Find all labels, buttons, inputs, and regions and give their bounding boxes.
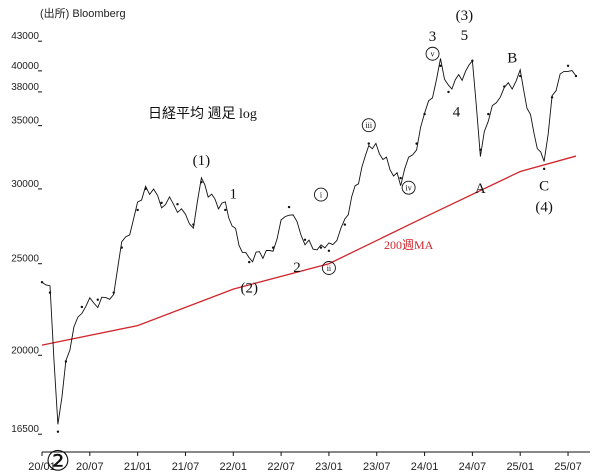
x-tick-label: 21/07 <box>172 461 200 473</box>
ma-200-line <box>41 155 577 346</box>
price-point <box>542 167 546 171</box>
price-point <box>144 187 147 191</box>
y-tick-label: 16500 <box>11 424 39 435</box>
wave-label: 5 <box>461 28 469 44</box>
wave-label: 3 <box>429 29 437 45</box>
x-tick-label: 20/07 <box>76 461 104 473</box>
price-point <box>176 203 179 206</box>
x-axis-ticks: 20/01 20/07 21/01 21/07 22/01 22/07 23/01 23/07… <box>28 452 582 473</box>
wave-label: B <box>507 51 517 67</box>
x-tick-label: 25/01 <box>506 461 534 473</box>
chart-title: 日経平均 週足 log <box>148 106 257 122</box>
x-tick-label: 24/01 <box>411 461 439 473</box>
x-tick-label: 24/07 <box>459 461 487 473</box>
x-tick-label: 20/01 <box>28 461 56 473</box>
x-tick-label: 23/07 <box>363 461 391 473</box>
wave-label: iii <box>365 121 372 130</box>
price-point <box>471 59 474 62</box>
wave-label: (3) <box>456 8 474 24</box>
price-point <box>56 430 60 433</box>
price-point <box>80 305 84 309</box>
wave-label: (1) <box>193 153 211 169</box>
wave-label: v <box>431 50 435 59</box>
price-point <box>96 298 99 301</box>
x-tick-label: 23/01 <box>315 461 343 473</box>
wave-label: (2) <box>240 281 258 297</box>
wave-circle <box>321 261 336 275</box>
wave-label: ② <box>45 447 70 476</box>
price-point <box>487 112 490 116</box>
x-tick-label: 22/07 <box>267 461 295 473</box>
price-point <box>343 223 347 226</box>
price-point <box>200 180 203 184</box>
price-point <box>479 148 482 151</box>
x-tick-label: 22/01 <box>220 461 248 473</box>
x-tick-label: 21/01 <box>124 461 152 473</box>
price-point <box>136 208 139 212</box>
price-point <box>160 201 163 205</box>
price-point <box>120 246 123 249</box>
price-line <box>41 58 577 425</box>
price-point <box>192 223 195 226</box>
price-point <box>224 208 227 212</box>
y-tick-label: 43000 <box>11 31 39 42</box>
wave-circle <box>401 180 416 195</box>
wave-label: C <box>539 178 549 194</box>
wave-label: A <box>475 181 486 197</box>
price-point <box>287 205 291 209</box>
y-axis-ticks: 16500 20000 25000 30000 35000 38000 40000 43000 <box>11 31 42 435</box>
price-point <box>566 64 570 67</box>
price-point <box>423 112 426 116</box>
price-point <box>319 246 323 249</box>
y-tick-label: 40000 <box>11 61 39 72</box>
price-point <box>271 246 275 249</box>
wave-label: i <box>320 191 323 200</box>
y-tick-label: 20000 <box>11 345 39 356</box>
wave-label: 4 <box>453 104 461 120</box>
price-point <box>447 90 450 94</box>
price-point <box>303 238 307 242</box>
price-point <box>248 260 251 264</box>
price-point <box>64 360 68 363</box>
y-tick-label: 30000 <box>11 179 39 190</box>
y-tick-label: 38000 <box>11 82 39 93</box>
ma-series-label: 200週MA <box>384 238 434 252</box>
wave-label: iv <box>406 184 412 193</box>
wave-circle <box>361 118 376 133</box>
price-point <box>327 249 331 252</box>
wave-circle <box>314 187 328 202</box>
price-point <box>48 291 52 294</box>
price-point <box>519 74 522 78</box>
wave-circle <box>425 46 440 61</box>
price-point <box>439 64 442 67</box>
wave-label: 1 <box>230 187 238 203</box>
price-point <box>399 176 402 180</box>
price-point <box>40 280 44 284</box>
plot-area: 200週MA <box>40 58 578 433</box>
price-point <box>574 74 578 78</box>
price-point <box>415 142 418 145</box>
price-point <box>503 85 506 88</box>
wave-label: ii <box>327 264 332 273</box>
y-tick-label: 25000 <box>11 254 39 265</box>
y-tick-label: 35000 <box>11 116 39 127</box>
price-point <box>367 142 370 145</box>
x-tick-label: 25/07 <box>554 461 582 473</box>
price-point <box>112 291 115 294</box>
price-point <box>550 96 554 99</box>
wave-label: 2 <box>293 260 301 276</box>
wave-label: (4) <box>535 199 553 215</box>
source-label: (出所) Bloomberg <box>40 6 126 20</box>
